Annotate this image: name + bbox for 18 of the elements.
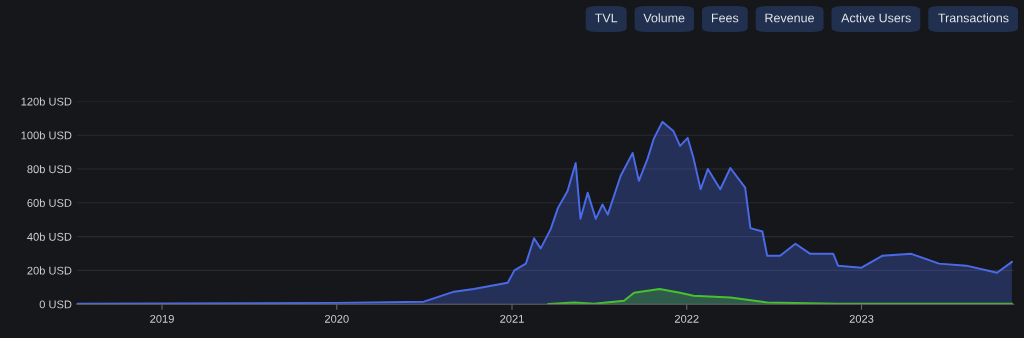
text: Active Users [841,13,911,23]
y-tick-label: 120b USD [21,97,72,106]
x-tick-label: 2019 [150,314,174,323]
text: TVL [594,13,618,23]
y-tick-label: 100b USD [21,131,72,140]
x-tick-label: 2021 [500,314,524,323]
y-tick-label: 20b USD [27,266,72,275]
y-tick-label: 40b USD [27,232,72,241]
x-tick-label: 2020 [324,314,349,323]
x-tick-label: 2023 [849,314,874,323]
text: Fees [711,13,739,23]
text: Revenue [765,13,814,23]
y-tick-label: 60b USD [27,198,72,207]
x-tick-label: 2022 [674,314,699,323]
y-tick-label: 0 USD [39,300,72,309]
y-tick-label: 80b USD [27,164,72,174]
text: Transactions [938,13,1009,23]
text: Volume [643,13,685,23]
